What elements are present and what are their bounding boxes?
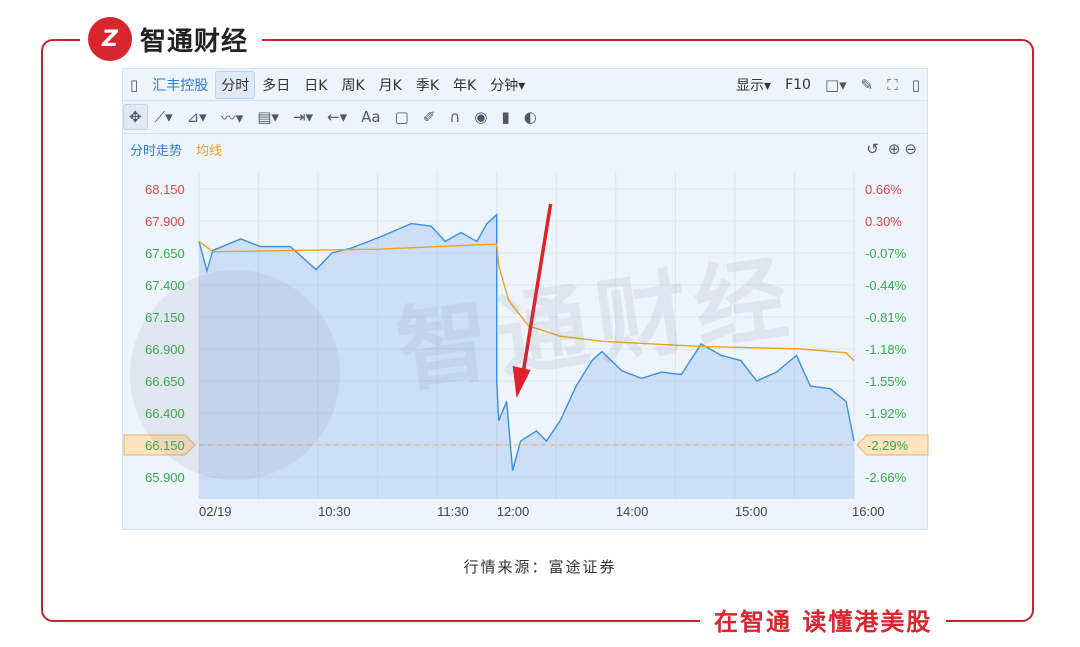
right-tick-label: -2.66% bbox=[865, 470, 907, 485]
tab-intraday[interactable]: 分时 bbox=[215, 70, 256, 99]
tab-weekly[interactable]: 周K bbox=[341, 77, 365, 94]
y-tick-label: 67.900 bbox=[145, 214, 185, 229]
current-pct-label: -2.29% bbox=[867, 438, 909, 453]
brand-frame bbox=[41, 39, 1034, 622]
trash-icon[interactable]: ▮ bbox=[501, 108, 510, 126]
price-area bbox=[199, 214, 854, 499]
arrow-tool-icon[interactable]: ←▾ bbox=[327, 108, 348, 126]
x-tick-label: 16:00 bbox=[852, 504, 885, 519]
zoom-in-icon[interactable]: ⊕ bbox=[887, 140, 901, 158]
pen-icon[interactable]: ✎ bbox=[860, 75, 874, 94]
y-tick-label: 67.150 bbox=[145, 310, 185, 325]
average-line bbox=[198, 240, 855, 362]
right-tick-label: -1.92% bbox=[865, 406, 907, 421]
y-tick-label: 68.150 bbox=[145, 182, 185, 197]
compare-icon[interactable]: ◐ bbox=[523, 108, 537, 126]
current-price-label: 66.150 bbox=[145, 438, 185, 453]
annotation-arrow-shaft bbox=[520, 203, 553, 377]
logo-mark: Z bbox=[88, 17, 132, 61]
polyline-tool-icon[interactable]: ⊿▾ bbox=[186, 108, 207, 126]
x-tick-label: 12:00 bbox=[497, 504, 530, 519]
fib-tool-icon[interactable]: ▤▾ bbox=[257, 108, 279, 126]
current-price-tag bbox=[123, 434, 196, 456]
annotation-arrow-head bbox=[512, 366, 531, 398]
intraday-chart: 68.150 0.66% 67.900 0.30% 67.650 -0.07% 67.400… bbox=[123, 171, 929, 519]
x-tick-label: 11:30 bbox=[437, 504, 469, 519]
legend-bar: 分时走势 均线 ↺ ⊕ ⊖ bbox=[123, 134, 927, 164]
y-tick-label: 65.900 bbox=[145, 470, 185, 485]
y-tick-label: 66.900 bbox=[145, 342, 185, 357]
tab-daily[interactable]: 日K bbox=[304, 77, 328, 94]
drawing-toolbar: ✥ ⟋▾ ⊿▾ 〰▾ ▤▾ ⇥▾ ←▾ Aa ▢ ✐ ∩ ◉ ▮ ◐ bbox=[123, 101, 927, 134]
eraser-icon[interactable]: ✐ bbox=[422, 108, 436, 126]
tab-multiday[interactable]: 多日 bbox=[262, 77, 291, 94]
comment-icon[interactable]: ▢ bbox=[394, 108, 409, 126]
layout-dropdown-icon[interactable]: □▾ bbox=[824, 75, 847, 94]
right-tick-label: -0.44% bbox=[865, 278, 907, 293]
current-pct-tag bbox=[856, 434, 929, 456]
right-tick-label: -0.07% bbox=[865, 246, 907, 261]
right-tick-label: -0.81% bbox=[865, 310, 907, 325]
x-tick-label: 15:00 bbox=[735, 504, 768, 519]
data-source-caption: 行情来源：富途证券 bbox=[463, 558, 617, 576]
text-tool-icon[interactable]: Aa bbox=[361, 108, 381, 126]
tab-monthly[interactable]: 月K bbox=[378, 77, 402, 94]
wave-tool-icon[interactable]: 〰▾ bbox=[220, 108, 244, 127]
y-tick-label: 67.400 bbox=[145, 278, 185, 293]
brand-logo: Z 智通财经 bbox=[80, 14, 263, 64]
y-tick-label: 67.650 bbox=[145, 246, 185, 261]
reset-icon[interactable]: ↺ bbox=[866, 140, 879, 158]
y-tick-label: 66.650 bbox=[145, 374, 185, 389]
move-icon[interactable]: ✥ bbox=[123, 104, 148, 130]
sidebar-toggle-icon[interactable]: ▯ bbox=[130, 75, 139, 94]
line-tool-icon[interactable]: ⟋▾ bbox=[154, 108, 173, 126]
eye-icon[interactable]: ◉ bbox=[474, 108, 488, 126]
tab-yearly[interactable]: 年K bbox=[453, 77, 477, 94]
range-tool-icon[interactable]: ⇥▾ bbox=[292, 108, 314, 126]
display-dropdown[interactable]: 显示▾ bbox=[736, 77, 772, 94]
chart-panel: ▯ 汇丰控股 分时 多日 日K 周K 月K 季K 年K 分钟▾ 显示▾ F10 … bbox=[122, 68, 929, 530]
fullscreen-icon[interactable]: ⛶ bbox=[887, 75, 898, 94]
y-tick-label: 66.400 bbox=[145, 406, 185, 421]
legend-price: 分时走势 bbox=[130, 143, 183, 159]
right-tick-label: 0.30% bbox=[865, 214, 902, 229]
x-tick-label: 14:00 bbox=[616, 504, 649, 519]
legend-average: 均线 bbox=[196, 143, 223, 159]
tab-quarterly[interactable]: 季K bbox=[415, 77, 440, 94]
stock-name[interactable]: 汇丰控股 bbox=[152, 77, 209, 94]
brand-slogan: 在智通 读懂港美股 bbox=[700, 602, 947, 637]
right-tick-label: 0.66% bbox=[865, 182, 902, 197]
magnet-icon[interactable]: ∩ bbox=[449, 108, 461, 126]
x-tick-label: 10:30 bbox=[318, 504, 351, 519]
price-line bbox=[198, 213, 855, 471]
zoom-out-icon[interactable]: ⊖ bbox=[904, 140, 917, 158]
right-tick-label: -1.55% bbox=[865, 374, 907, 389]
right-panel-icon[interactable]: ▯ bbox=[911, 75, 920, 94]
tab-minute[interactable]: 分钟▾ bbox=[490, 77, 526, 94]
brand-name: 智通财经 bbox=[140, 26, 249, 57]
right-tick-label: -1.18% bbox=[865, 342, 907, 357]
period-toolbar: ▯ 汇丰控股 分时 多日 日K 周K 月K 季K 年K 分钟▾ 显示▾ F10 … bbox=[123, 69, 927, 101]
x-tick-label: 02/19 bbox=[199, 504, 232, 519]
f10-button[interactable]: F10 bbox=[785, 76, 811, 93]
